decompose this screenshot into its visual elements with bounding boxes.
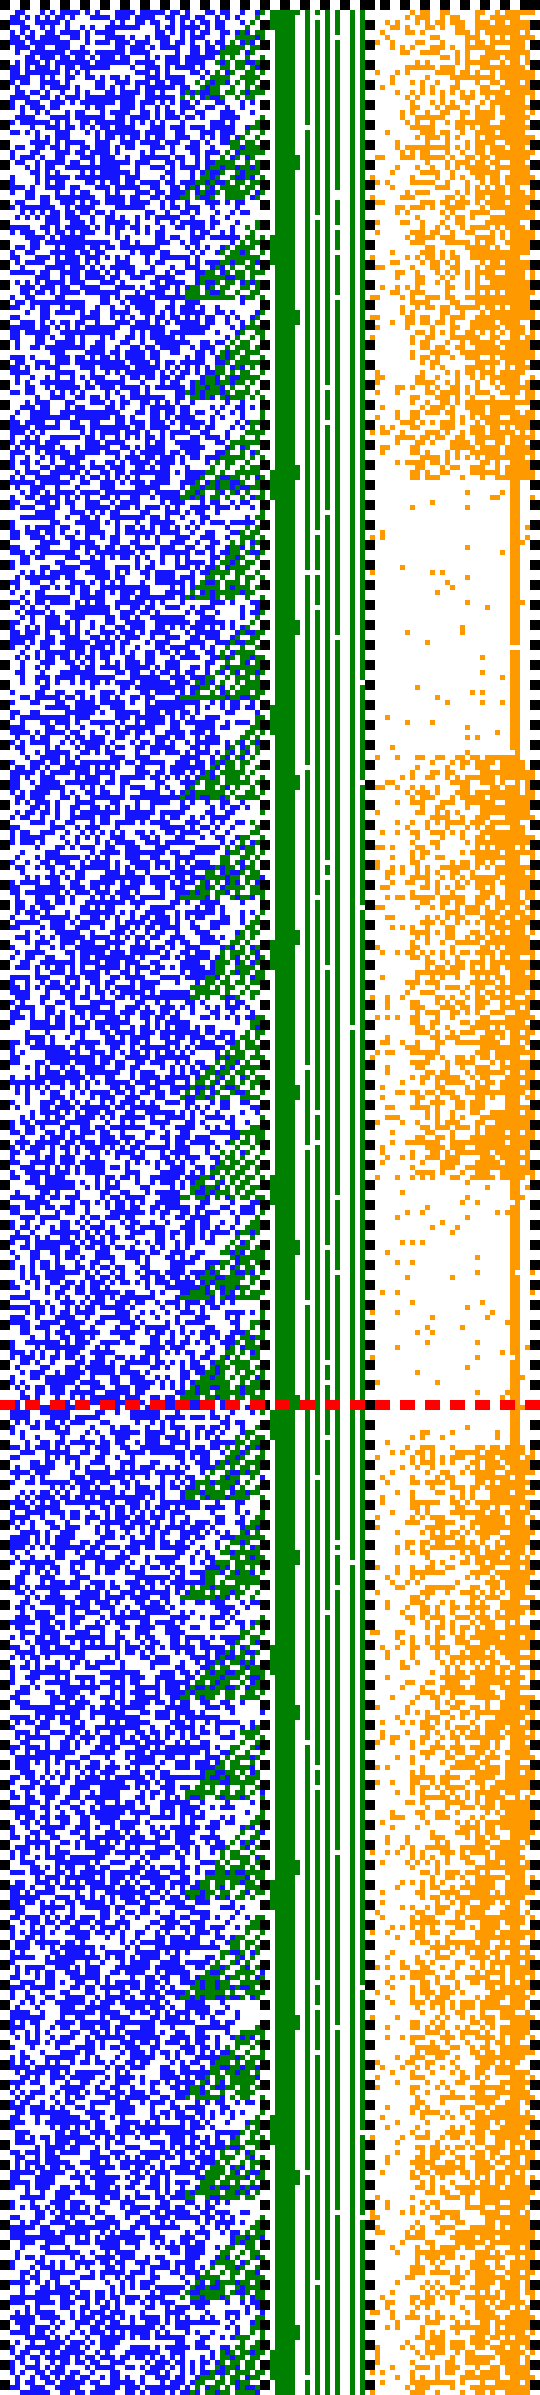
pixel-matrix-visualization — [0, 0, 540, 2395]
